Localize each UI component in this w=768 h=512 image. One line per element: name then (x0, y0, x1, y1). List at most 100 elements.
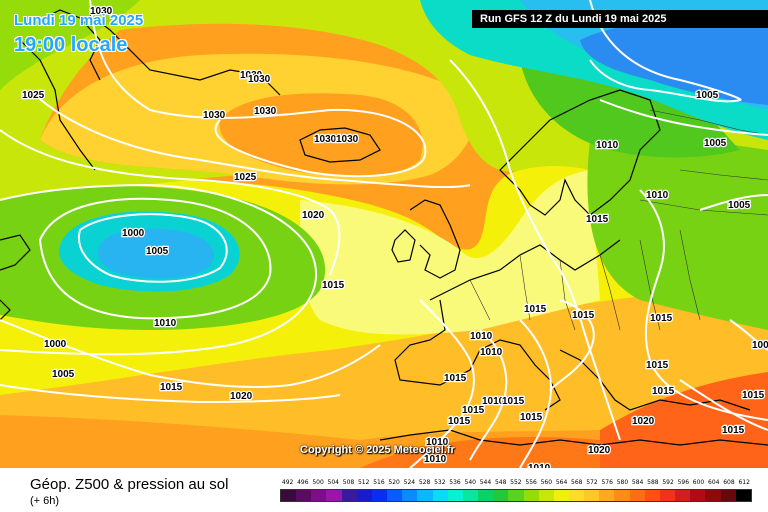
isobar (639, 189, 768, 421)
scale-swatch (493, 490, 509, 501)
isobar-label: 1015 (572, 310, 595, 321)
scale-swatch (508, 490, 524, 501)
isobar-label: 1010 (596, 140, 619, 151)
isobar-label: 1015 (524, 304, 547, 315)
scale-swatch (599, 490, 615, 501)
scale-swatch (553, 490, 569, 501)
scale-swatch (432, 490, 448, 501)
scale-label: 612 (738, 479, 750, 486)
isobar-label: 1005 (52, 369, 75, 380)
scale-swatch (326, 490, 342, 501)
scale-swatch (538, 490, 554, 501)
isobar-label: 1010 (426, 437, 449, 448)
canada-coast (0, 234, 31, 321)
isobar-label: 1015 (444, 373, 467, 384)
scale-swatch (447, 490, 463, 501)
scale-label: 496 (297, 479, 309, 486)
isobar-label: 1000 (44, 339, 67, 350)
scale-swatch (720, 490, 736, 501)
scale-swatch (584, 490, 600, 501)
isobar-label: 1010 (470, 331, 493, 342)
scale-swatch (614, 490, 630, 501)
scale-label: 544 (479, 479, 492, 486)
isobar-label: 1010 (646, 190, 669, 201)
isobar (599, 99, 768, 136)
scale-label: 608 (723, 479, 735, 486)
scale-swatch (402, 490, 418, 501)
z500-band-pale-yellow (300, 170, 600, 335)
isobar-label: 1015 (586, 214, 609, 225)
isobar-label: 1015 (520, 412, 543, 423)
isobar-label: 1015 (646, 360, 669, 371)
scale-label: 504 (327, 479, 339, 486)
isobar (469, 329, 508, 461)
scale-label: 500 (312, 479, 324, 486)
scale-swatch (629, 490, 645, 501)
scale-swatch (371, 490, 388, 501)
scale-swatch (478, 490, 494, 501)
isobar (409, 299, 475, 468)
isobar-label: 1005 (704, 138, 727, 149)
greenland-coast (19, 9, 281, 171)
scale-swatch (417, 490, 433, 501)
isobar-label: 1030 (90, 6, 113, 17)
z500-band-green-scandi (520, 56, 740, 158)
scale-label: 588 (647, 479, 659, 486)
date-title: Lundi 19 mai 2025 (14, 12, 144, 29)
z500-band-blue-ne (580, 18, 768, 105)
scale-label: 568 (571, 479, 583, 486)
isobar-label: 1030 (240, 70, 263, 81)
isobar-label: 1020 (632, 416, 655, 427)
isobar-label: 1015 (650, 313, 673, 324)
scale-label: 552 (510, 479, 522, 486)
isobar (729, 319, 768, 351)
scale-label: 564 (555, 479, 568, 486)
scale-swatch (281, 490, 297, 501)
legend-subtitle: (+ 6h) (30, 495, 60, 507)
scale-label: 580 (616, 479, 629, 486)
color-scale-labels: 492 496 500 504 508 512 516 520 524 528 532 536 540 5… (280, 479, 752, 486)
legend-title: Géop. Z500 & pression au sol (30, 476, 229, 493)
isobar (0, 183, 317, 356)
isobar (38, 197, 272, 320)
scale-swatch (462, 490, 479, 501)
isobar-label: 1010 (482, 396, 505, 407)
scale-label: 492 (281, 479, 294, 486)
british-isles-coast (391, 199, 461, 279)
isobar-label: 1020 (230, 391, 253, 402)
isobar (449, 59, 621, 441)
isobar-label: 1025 (22, 90, 45, 101)
isobar (549, 299, 595, 391)
isobar-label: 1010 (424, 454, 447, 465)
scale-label: 604 (708, 479, 720, 486)
isobar (519, 319, 552, 468)
isobar-label: 1020 (302, 210, 325, 221)
isobar (29, 89, 471, 189)
scale-swatch (341, 490, 357, 501)
borders (469, 109, 768, 331)
isobar-label: 1000 (122, 228, 145, 239)
scandinavia-coast (499, 89, 661, 216)
isobar-label: 1015 (448, 416, 471, 427)
europe-coast (394, 239, 751, 411)
z500-band-green-east (587, 135, 768, 330)
scale-label: 572 (586, 479, 598, 486)
scale-swatch (296, 490, 312, 501)
z500-band-red (600, 370, 768, 468)
scale-swatch (735, 490, 751, 501)
isobar-label: 1010 (480, 347, 503, 358)
scale-label: 592 (662, 479, 674, 486)
iceland-coast (299, 127, 381, 163)
isobar-label: 1025 (234, 172, 257, 183)
scale-swatch (568, 490, 585, 501)
scale-label: 536 (449, 479, 461, 486)
scale-label: 528 (418, 479, 431, 486)
isobar-label: 1015 (462, 405, 485, 416)
scale-label: 600 (692, 479, 705, 486)
isobar-label: 1015 (502, 396, 525, 407)
isobar-label: 1030 (314, 134, 337, 145)
scale-swatch (523, 490, 539, 501)
scale-swatch (690, 490, 706, 501)
isobar-label: 1015 (322, 280, 345, 291)
isobar (589, 0, 742, 103)
